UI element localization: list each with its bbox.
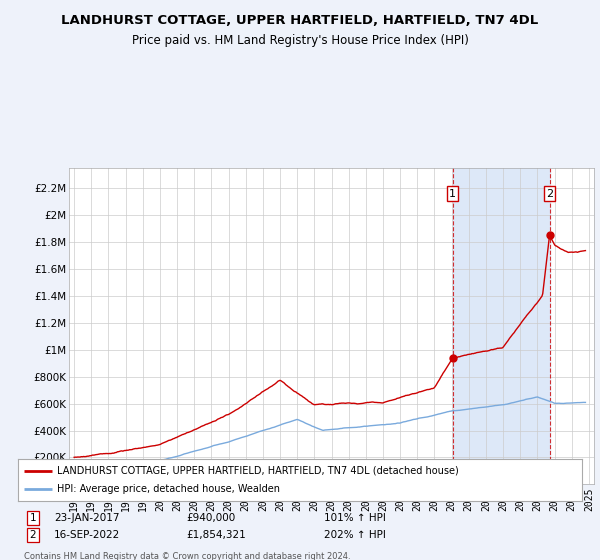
Text: LANDHURST COTTAGE, UPPER HARTFIELD, HARTFIELD, TN7 4DL (detached house): LANDHURST COTTAGE, UPPER HARTFIELD, HART…	[58, 466, 459, 476]
Text: £1,854,321: £1,854,321	[186, 530, 246, 540]
Text: 1: 1	[449, 189, 456, 199]
Text: HPI: Average price, detached house, Wealden: HPI: Average price, detached house, Weal…	[58, 484, 280, 494]
Text: 2: 2	[546, 189, 553, 199]
Text: 202% ↑ HPI: 202% ↑ HPI	[324, 530, 386, 540]
Text: LANDHURST COTTAGE, UPPER HARTFIELD, HARTFIELD, TN7 4DL: LANDHURST COTTAGE, UPPER HARTFIELD, HART…	[61, 14, 539, 27]
Text: 23-JAN-2017: 23-JAN-2017	[54, 513, 119, 523]
Text: 2: 2	[29, 530, 37, 540]
Text: 16-SEP-2022: 16-SEP-2022	[54, 530, 120, 540]
Text: £940,000: £940,000	[186, 513, 235, 523]
Bar	[452, 168, 550, 484]
Text: 101% ↑ HPI: 101% ↑ HPI	[324, 513, 386, 523]
Text: Contains HM Land Registry data © Crown copyright and database right 2024.
This d: Contains HM Land Registry data © Crown c…	[24, 552, 350, 560]
Text: Price paid vs. HM Land Registry's House Price Index (HPI): Price paid vs. HM Land Registry's House …	[131, 34, 469, 46]
Text: 1: 1	[29, 513, 37, 523]
